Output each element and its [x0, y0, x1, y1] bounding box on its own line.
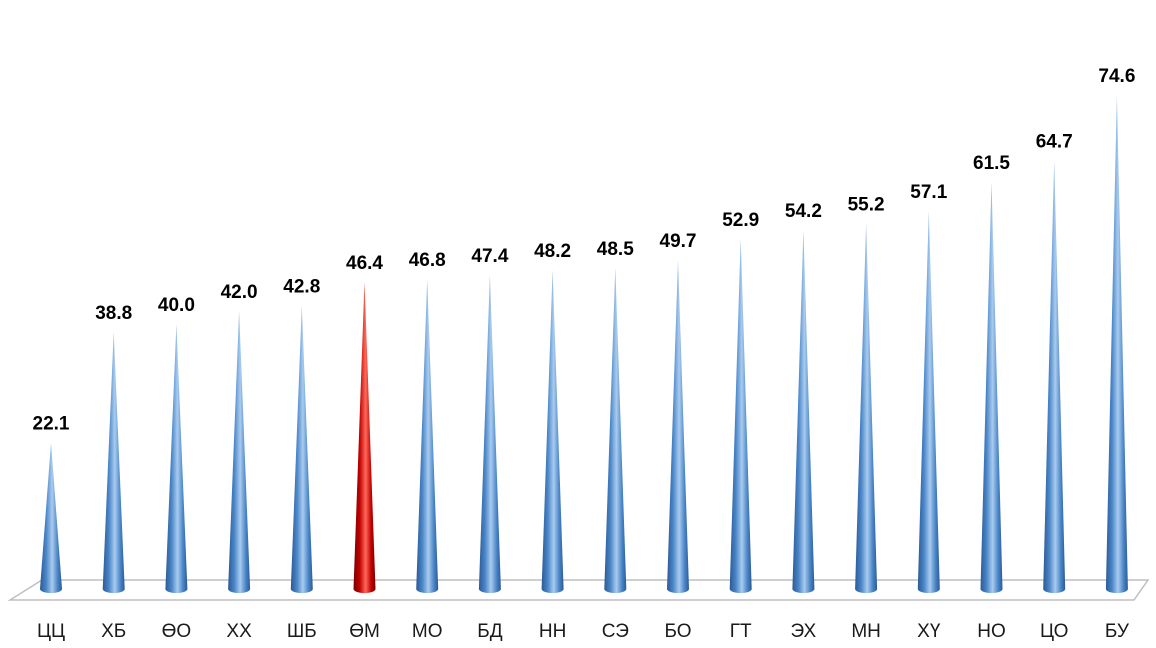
bar-хх	[228, 310, 251, 593]
value-label-эх: 54.2	[785, 201, 822, 222]
value-label-өм: 46.4	[346, 253, 383, 274]
category-label-сэ: СЭ	[602, 621, 629, 642]
value-label-бд: 47.4	[471, 246, 508, 267]
value-label-бо: 49.7	[660, 231, 697, 252]
bar-хү	[917, 210, 940, 594]
value-label-хх: 42.0	[221, 282, 258, 303]
value-label-гт: 52.9	[722, 210, 759, 231]
bar-цц	[40, 442, 62, 593]
category-label-шб: ШБ	[287, 621, 317, 642]
value-label-өо: 40.0	[158, 295, 195, 316]
category-label-мо: МО	[412, 621, 443, 642]
category-label-хх: ХХ	[226, 621, 252, 642]
value-label-мо: 46.8	[409, 250, 446, 271]
value-label-шб: 42.8	[283, 277, 320, 298]
bar-хб	[102, 332, 125, 593]
value-label-мн: 55.2	[848, 195, 885, 216]
bar-бд	[478, 275, 501, 593]
category-labels-group: ЦЦ ХБ ӨО ХХ ШБ ӨМ МО БД НН СЭ БО ГТ ЭХ МН ХҮ НО ЦО БУ	[37, 621, 1130, 642]
category-label-хү: ХҮ	[917, 621, 941, 642]
bar-бу	[1105, 95, 1128, 593]
value-label-цц: 22.1	[33, 414, 70, 435]
value-label-нн: 48.2	[534, 241, 571, 262]
category-label-бо: БО	[664, 621, 691, 642]
bar-но	[980, 181, 1003, 593]
bars-group	[40, 95, 1128, 594]
value-label-хү: 57.1	[910, 182, 947, 203]
bar-өо	[165, 324, 188, 593]
bar-өм	[353, 281, 376, 593]
category-label-эх: ЭХ	[791, 621, 817, 642]
bar-нн	[541, 269, 564, 593]
bar-мн	[855, 223, 878, 594]
chart-floor	[7, 579, 1150, 601]
category-label-өм: ӨМ	[349, 621, 380, 642]
category-label-мн: МН	[851, 621, 881, 642]
category-label-бд: БД	[477, 621, 502, 642]
value-labels-group: 22.1 38.8 40.0 42.0 42.8 46.4 46.8 47.4 48.2 48.5…	[33, 66, 1136, 435]
category-label-нн: НН	[539, 621, 566, 642]
bar-гт	[729, 238, 752, 593]
category-label-гт: ГТ	[730, 621, 752, 642]
value-label-но: 61.5	[973, 153, 1010, 174]
value-label-бу: 74.6	[1098, 66, 1135, 87]
bar-мо	[416, 279, 439, 593]
category-label-бу: БУ	[1105, 621, 1130, 642]
value-label-цо: 64.7	[1036, 132, 1073, 153]
bar-эх	[792, 230, 815, 594]
bar-шб	[290, 305, 313, 593]
category-label-цц: ЦЦ	[37, 621, 65, 642]
category-label-но: НО	[977, 621, 1006, 642]
bar-бо	[667, 259, 689, 593]
category-label-өо: ӨО	[162, 621, 192, 642]
value-label-сэ: 48.5	[597, 239, 634, 260]
category-label-цо: ЦО	[1040, 621, 1068, 642]
value-label-хб: 38.8	[95, 303, 132, 324]
category-label-хб: ХБ	[101, 621, 126, 642]
bar-сэ	[604, 267, 627, 593]
bar-цо	[1043, 160, 1066, 593]
